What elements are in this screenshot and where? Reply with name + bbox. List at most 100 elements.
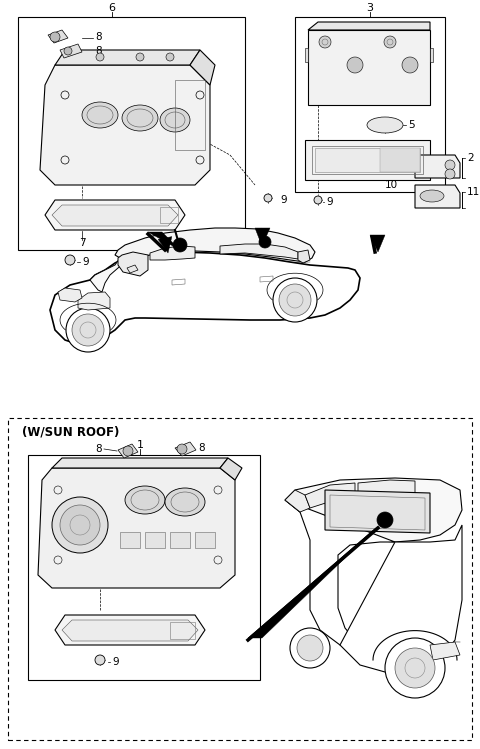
Polygon shape [415, 155, 460, 178]
Polygon shape [430, 642, 460, 660]
Circle shape [384, 36, 396, 48]
Text: 9: 9 [326, 197, 333, 207]
Bar [378, 35, 428, 95]
Polygon shape [115, 228, 315, 262]
Circle shape [319, 36, 331, 48]
Circle shape [60, 505, 100, 545]
Polygon shape [285, 490, 310, 512]
Polygon shape [60, 44, 82, 58]
Polygon shape [285, 500, 395, 648]
Circle shape [377, 512, 393, 528]
Polygon shape [52, 458, 228, 468]
Circle shape [72, 314, 104, 346]
Ellipse shape [125, 486, 165, 514]
Text: 8: 8 [95, 32, 102, 42]
Polygon shape [45, 200, 185, 230]
Circle shape [445, 169, 455, 179]
Polygon shape [48, 30, 68, 43]
Polygon shape [58, 288, 82, 302]
Text: 5: 5 [408, 120, 415, 130]
Polygon shape [380, 148, 420, 172]
Circle shape [347, 57, 363, 73]
Polygon shape [118, 252, 148, 276]
Polygon shape [40, 65, 210, 185]
Polygon shape [248, 526, 378, 638]
Circle shape [279, 284, 311, 316]
Ellipse shape [420, 190, 444, 202]
Polygon shape [120, 532, 140, 548]
Polygon shape [325, 490, 430, 533]
Polygon shape [52, 205, 178, 226]
Polygon shape [118, 444, 138, 458]
Text: 9: 9 [112, 657, 119, 667]
Circle shape [385, 638, 445, 698]
Text: 11: 11 [467, 187, 480, 197]
Text: 3: 3 [367, 3, 373, 13]
Text: 8: 8 [96, 444, 102, 454]
Ellipse shape [367, 117, 403, 133]
Ellipse shape [82, 102, 118, 128]
Polygon shape [305, 483, 355, 508]
Circle shape [95, 655, 105, 665]
Circle shape [297, 635, 323, 661]
Polygon shape [308, 22, 430, 30]
Polygon shape [190, 50, 215, 85]
Bar [295, 17, 445, 192]
Circle shape [123, 446, 133, 456]
Circle shape [50, 32, 60, 42]
Circle shape [65, 255, 75, 265]
Text: 10: 10 [385, 180, 398, 190]
Circle shape [66, 308, 110, 352]
Circle shape [264, 194, 272, 202]
Circle shape [136, 53, 144, 61]
Polygon shape [195, 532, 215, 548]
Polygon shape [370, 235, 385, 252]
Polygon shape [308, 30, 430, 105]
Polygon shape [220, 244, 298, 259]
Polygon shape [415, 185, 460, 208]
Circle shape [259, 236, 271, 248]
Polygon shape [285, 478, 462, 542]
Text: 9: 9 [280, 195, 287, 205]
Text: 7: 7 [79, 238, 85, 248]
Ellipse shape [160, 108, 190, 132]
Text: (W/SUN ROOF): (W/SUN ROOF) [22, 425, 120, 438]
Polygon shape [298, 250, 310, 263]
Polygon shape [305, 48, 308, 62]
Circle shape [96, 53, 104, 61]
Polygon shape [90, 258, 125, 292]
Text: 6: 6 [108, 3, 116, 13]
Text: 8: 8 [95, 46, 102, 56]
Polygon shape [340, 525, 462, 672]
Bar [8, 418, 472, 740]
Polygon shape [38, 468, 235, 588]
Polygon shape [430, 48, 433, 62]
Polygon shape [175, 442, 196, 456]
Circle shape [402, 57, 418, 73]
Text: 2: 2 [467, 153, 474, 163]
Polygon shape [55, 50, 200, 65]
Polygon shape [150, 246, 195, 260]
Polygon shape [220, 458, 242, 480]
Ellipse shape [122, 105, 158, 131]
Polygon shape [158, 237, 172, 253]
Circle shape [177, 444, 187, 454]
Text: 4: 4 [435, 155, 442, 165]
Circle shape [314, 196, 322, 204]
Polygon shape [305, 140, 430, 180]
Bar [318, 35, 368, 95]
Text: 8: 8 [198, 443, 204, 453]
Ellipse shape [165, 488, 205, 516]
Bar [18, 17, 245, 250]
Circle shape [64, 47, 72, 55]
Polygon shape [78, 292, 110, 310]
Circle shape [290, 628, 330, 668]
Circle shape [395, 648, 435, 688]
Circle shape [173, 238, 187, 252]
Circle shape [166, 53, 174, 61]
Polygon shape [170, 532, 190, 548]
Polygon shape [358, 480, 415, 498]
Circle shape [445, 160, 455, 170]
Circle shape [273, 278, 317, 322]
Polygon shape [145, 532, 165, 548]
